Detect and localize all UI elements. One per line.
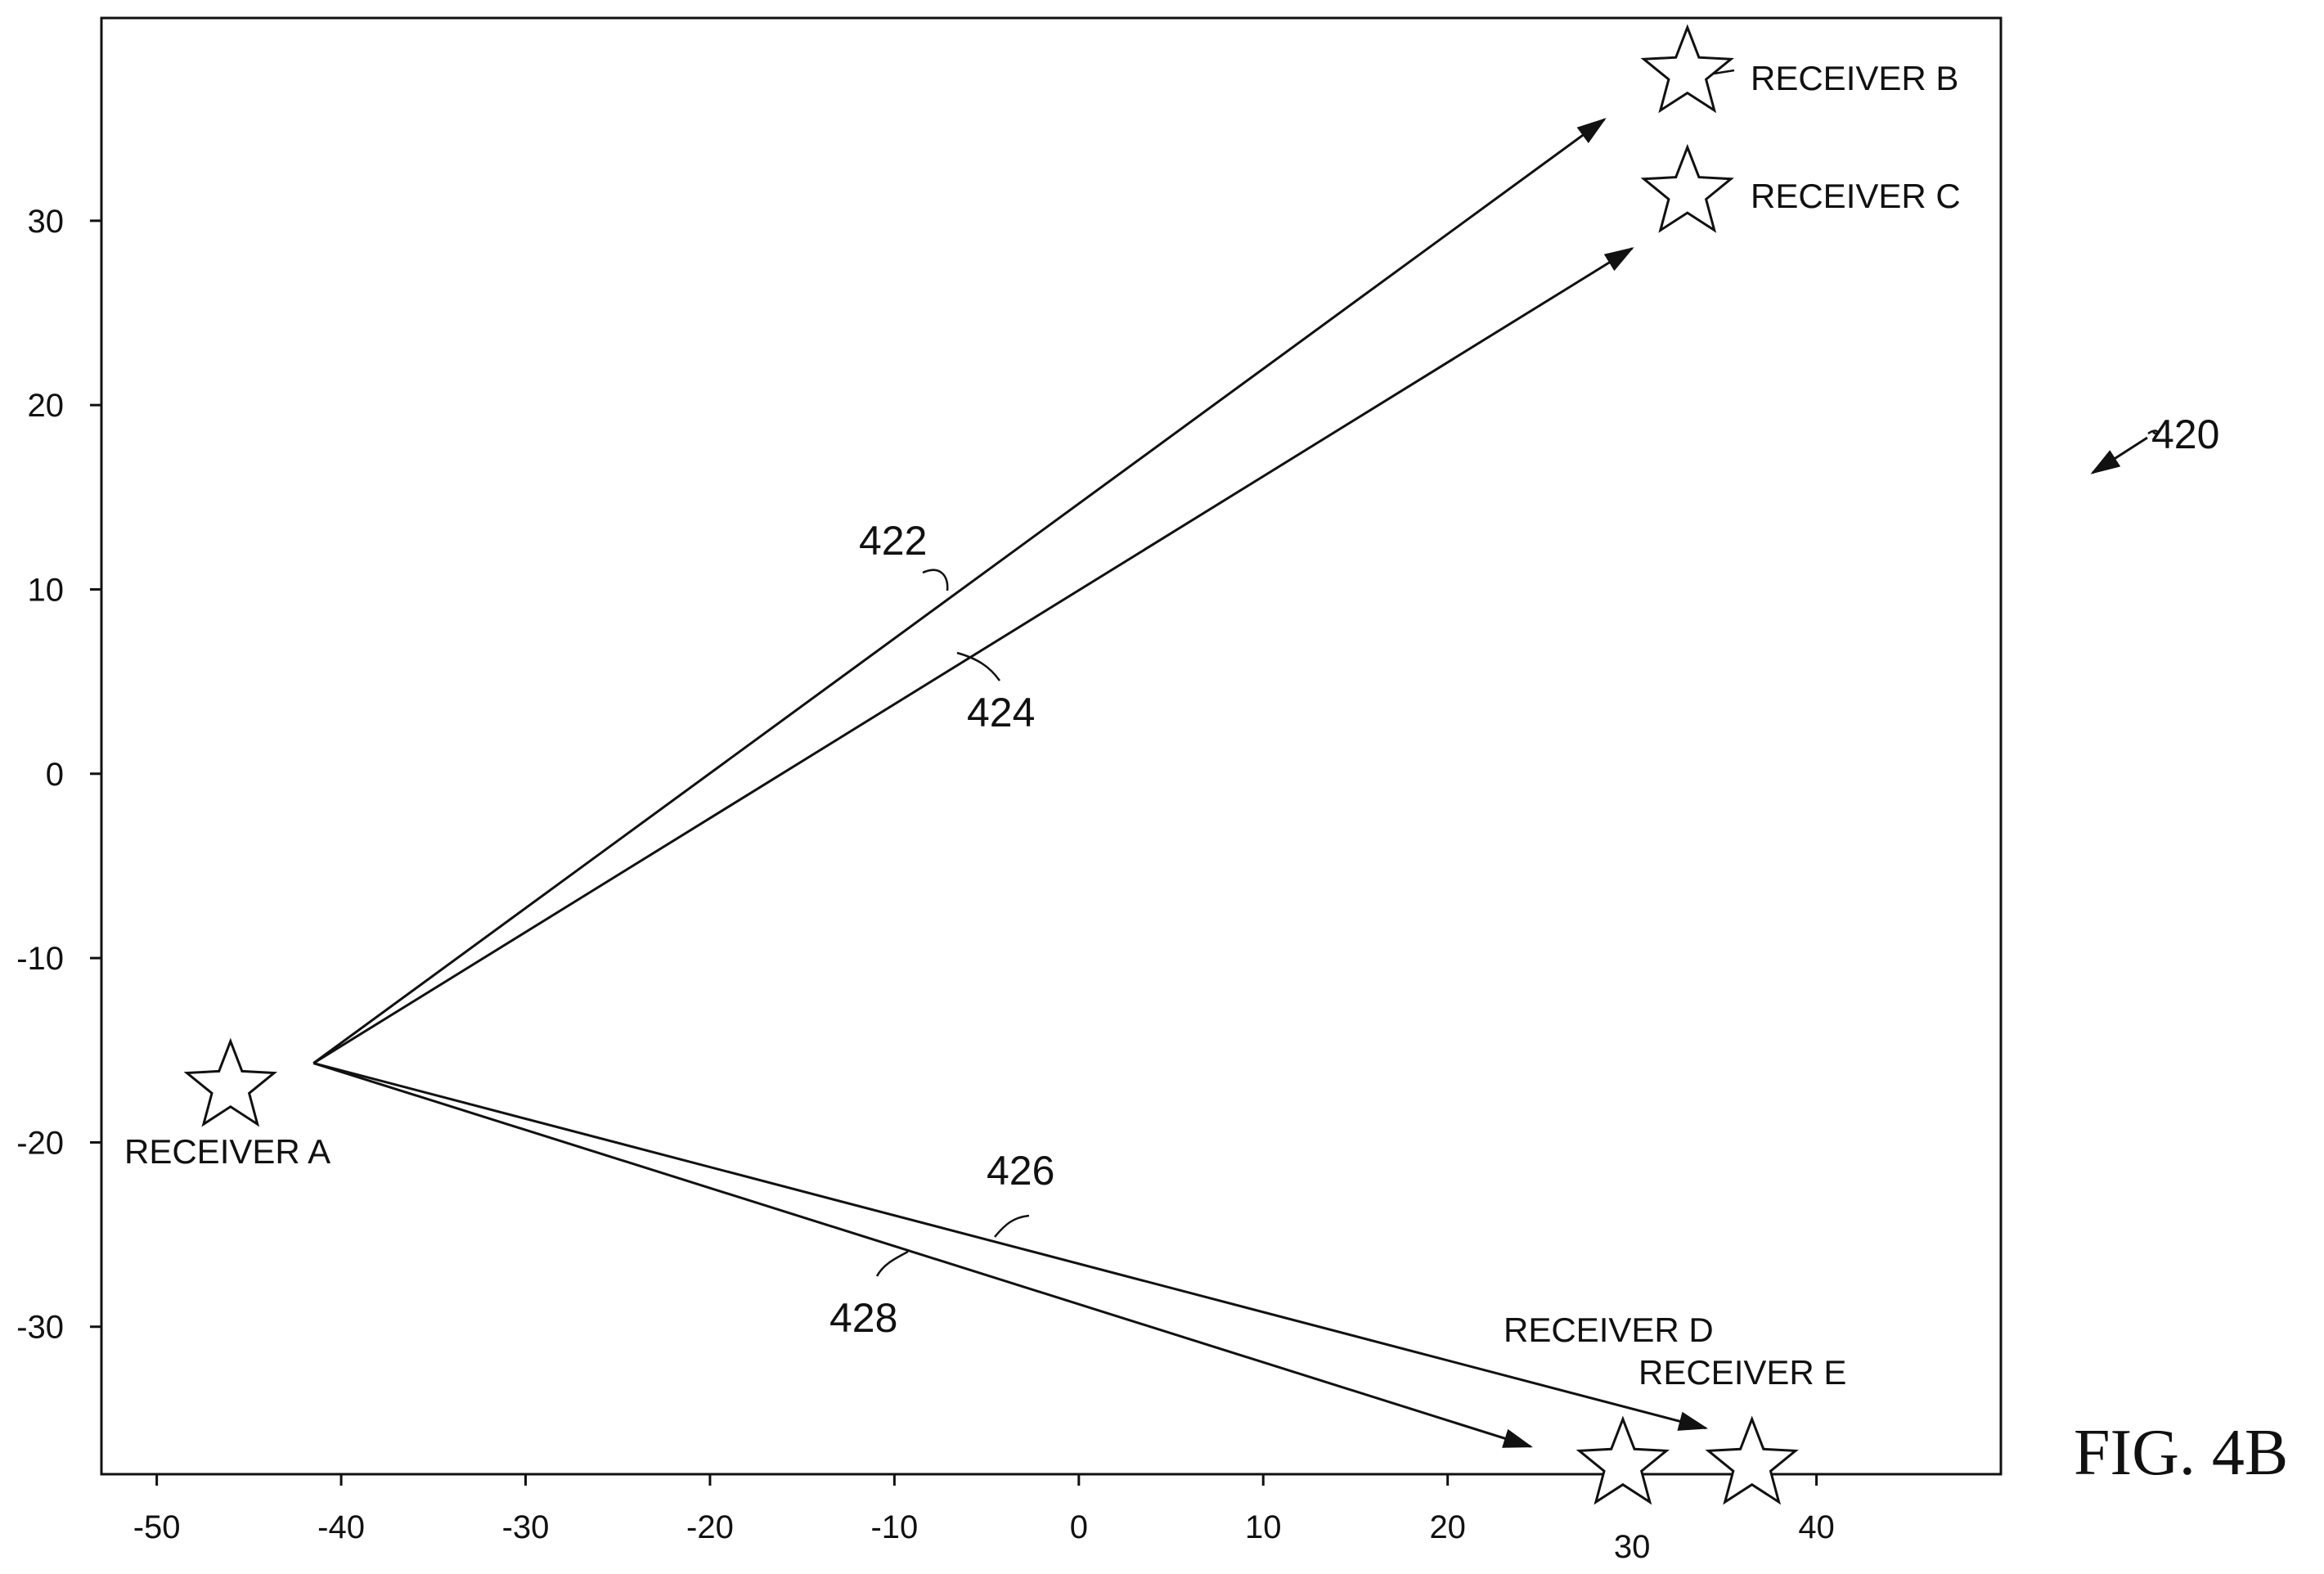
vector-422 [312,118,1607,1064]
x-tick-label: 10 [1245,1509,1282,1545]
x-tick-label: -20 [686,1509,734,1545]
x-axis: -50 -40 -30 -20 -10 0 10 20 30 40 [133,1474,1835,1565]
x-tick-label: -10 [870,1509,918,1545]
leader-receiver-b [1713,69,1735,75]
arrow-420 [2090,436,2148,474]
receiver-d-star-icon [1576,1415,1670,1505]
receiver-stars [183,24,1799,1505]
y-axis: 30 20 10 0 -10 -20 -30 [16,204,101,1346]
receiver-d-label: RECEIVER D [1504,1311,1714,1349]
x-tick-label: 0 [1070,1509,1088,1545]
leader-426 [994,1214,1030,1238]
receiver-e-star-icon [1705,1415,1799,1505]
y-tick-label: 30 [28,204,65,240]
vector-424 [312,247,1634,1064]
vector-426 [312,1062,1709,1431]
y-tick-label: -30 [16,1310,64,1346]
receiver-b-label: RECEIVER B [1751,59,1958,97]
receiver-c-star-icon [1640,143,1734,233]
x-tick-label: 30 [1614,1529,1651,1565]
receiver-a-label: RECEIVER A [124,1132,330,1171]
leader-422 [922,569,949,591]
figure-label: FIG. 4B [2074,1417,2288,1489]
y-tick-label: 0 [46,757,64,793]
x-tick-label: -40 [317,1509,365,1545]
vector-424-label: 424 [967,690,1035,735]
leader-420 [2147,429,2159,435]
vector-426-label: 426 [987,1148,1054,1194]
x-tick-label: 20 [1429,1509,1466,1545]
y-tick-label: -20 [16,1125,64,1161]
receiver-a-star-icon [183,1037,278,1127]
plot-frame [100,16,2003,1476]
x-tick-label: -50 [133,1509,181,1545]
leader-428 [875,1250,909,1277]
receiver-e-label: RECEIVER E [1638,1353,1846,1392]
receiver-c-label: RECEIVER C [1751,177,1961,215]
vector-428-label: 428 [829,1295,897,1341]
leader-424 [956,651,1001,681]
x-tick-label: -30 [502,1509,550,1545]
y-tick-label: -10 [16,941,64,977]
vector-428 [312,1062,1533,1448]
vector-group [312,118,1709,1448]
x-tick-label: 40 [1798,1509,1835,1545]
receiver-b-star-icon [1640,24,1734,114]
y-tick-label: 20 [28,388,65,424]
figure-ref-number: 420 [2151,411,2219,457]
y-tick-label: 10 [28,572,65,608]
vector-422-label: 422 [859,518,927,564]
